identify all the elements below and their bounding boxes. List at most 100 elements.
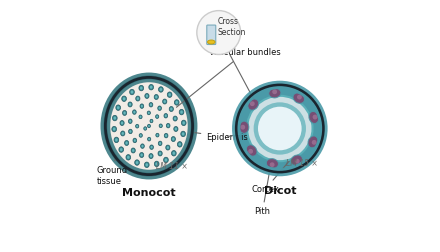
Ellipse shape: [105, 77, 193, 175]
Text: Vascular bundles: Vascular bundles: [176, 48, 281, 107]
Ellipse shape: [114, 117, 116, 119]
Ellipse shape: [179, 109, 184, 115]
Ellipse shape: [140, 87, 143, 89]
Ellipse shape: [157, 134, 158, 136]
Ellipse shape: [174, 127, 178, 132]
Ellipse shape: [165, 159, 167, 162]
Ellipse shape: [155, 163, 158, 165]
Ellipse shape: [133, 111, 136, 113]
Ellipse shape: [240, 125, 245, 130]
Ellipse shape: [177, 142, 182, 147]
Ellipse shape: [136, 96, 140, 101]
Ellipse shape: [174, 117, 176, 120]
Ellipse shape: [248, 149, 253, 154]
Text: Pith: Pith: [254, 141, 275, 216]
Ellipse shape: [122, 96, 126, 102]
Ellipse shape: [269, 88, 281, 98]
Ellipse shape: [129, 120, 131, 122]
Ellipse shape: [130, 89, 134, 95]
Text: Ground
tissue: Ground tissue: [97, 155, 128, 185]
Ellipse shape: [169, 93, 171, 96]
Ellipse shape: [309, 111, 319, 123]
Ellipse shape: [141, 144, 144, 148]
Ellipse shape: [148, 138, 150, 140]
Ellipse shape: [181, 120, 186, 126]
Ellipse shape: [151, 120, 152, 122]
Ellipse shape: [179, 143, 181, 146]
Ellipse shape: [167, 92, 172, 98]
Ellipse shape: [166, 145, 170, 150]
Ellipse shape: [140, 134, 142, 137]
Ellipse shape: [164, 113, 168, 118]
Text: LM 11 ×: LM 11 ×: [155, 162, 187, 171]
Ellipse shape: [169, 107, 173, 111]
Ellipse shape: [113, 128, 115, 131]
Ellipse shape: [117, 106, 119, 109]
Ellipse shape: [156, 115, 158, 118]
Ellipse shape: [139, 85, 143, 91]
Ellipse shape: [135, 160, 139, 165]
Ellipse shape: [295, 159, 300, 164]
Ellipse shape: [132, 110, 136, 114]
Ellipse shape: [155, 96, 158, 98]
Ellipse shape: [183, 121, 185, 124]
Ellipse shape: [272, 89, 277, 94]
Ellipse shape: [139, 116, 141, 118]
Ellipse shape: [147, 124, 150, 128]
Ellipse shape: [175, 128, 177, 130]
Ellipse shape: [239, 121, 249, 133]
Ellipse shape: [139, 152, 144, 158]
Ellipse shape: [121, 122, 123, 124]
Ellipse shape: [136, 125, 138, 127]
Ellipse shape: [115, 138, 117, 141]
Ellipse shape: [126, 154, 131, 160]
Ellipse shape: [291, 155, 302, 165]
Ellipse shape: [158, 107, 161, 109]
Ellipse shape: [122, 110, 127, 115]
Ellipse shape: [133, 138, 137, 143]
Ellipse shape: [312, 115, 317, 119]
Ellipse shape: [145, 93, 149, 99]
Ellipse shape: [124, 112, 126, 114]
Ellipse shape: [121, 131, 125, 136]
Ellipse shape: [136, 124, 139, 128]
Ellipse shape: [127, 156, 129, 159]
Ellipse shape: [140, 154, 143, 156]
Ellipse shape: [170, 108, 172, 110]
Ellipse shape: [129, 103, 131, 106]
Ellipse shape: [180, 111, 183, 114]
Ellipse shape: [154, 94, 158, 100]
Text: Cortex: Cortex: [251, 146, 302, 194]
Ellipse shape: [150, 155, 152, 158]
Ellipse shape: [164, 133, 168, 138]
Text: Dicot: Dicot: [264, 186, 296, 196]
Ellipse shape: [150, 104, 152, 106]
Ellipse shape: [149, 103, 153, 107]
Ellipse shape: [144, 162, 149, 168]
Ellipse shape: [156, 115, 159, 118]
Circle shape: [247, 96, 312, 161]
Ellipse shape: [181, 131, 186, 137]
Ellipse shape: [154, 161, 159, 167]
Ellipse shape: [142, 145, 143, 147]
Ellipse shape: [141, 105, 143, 107]
Circle shape: [197, 11, 241, 54]
Ellipse shape: [171, 137, 176, 142]
Ellipse shape: [297, 95, 302, 100]
Ellipse shape: [128, 102, 132, 107]
Ellipse shape: [158, 106, 161, 110]
Ellipse shape: [182, 133, 184, 135]
Ellipse shape: [160, 125, 161, 127]
Ellipse shape: [146, 163, 148, 166]
Ellipse shape: [165, 134, 167, 137]
Ellipse shape: [163, 99, 167, 104]
Ellipse shape: [158, 151, 162, 156]
Ellipse shape: [129, 130, 132, 133]
Ellipse shape: [150, 145, 154, 149]
Ellipse shape: [150, 86, 152, 89]
Ellipse shape: [132, 149, 134, 152]
Ellipse shape: [248, 99, 259, 110]
Ellipse shape: [293, 93, 304, 103]
Ellipse shape: [158, 141, 162, 146]
Ellipse shape: [167, 146, 169, 149]
